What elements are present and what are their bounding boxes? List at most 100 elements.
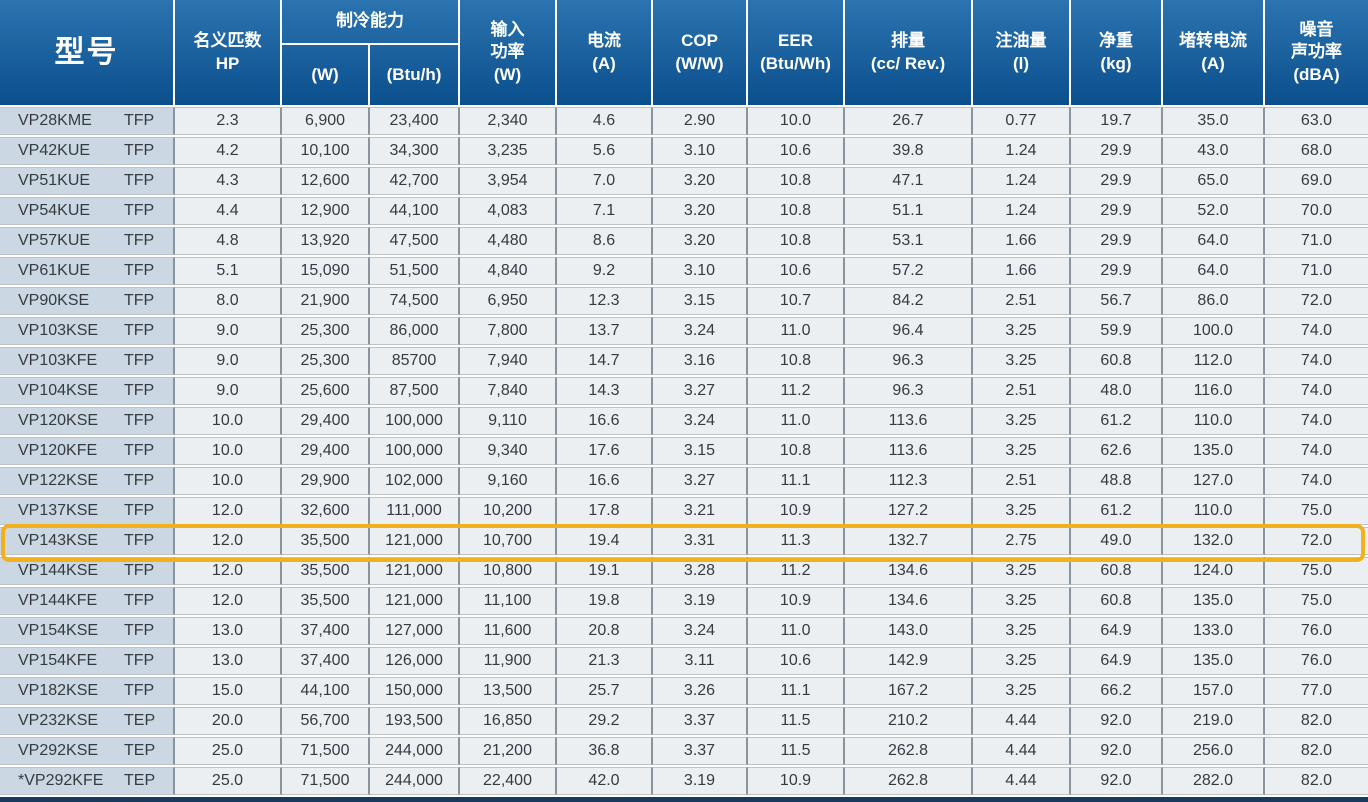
- table-row: VP54KUE TFP 4.4 12,900 44,100 4,083 7.1 3.20 10.…: [0, 197, 1368, 225]
- model-name: VP144KSE: [18, 562, 99, 579]
- cell-cop: 3.10: [653, 137, 748, 165]
- cell-displacement: 142.9: [845, 647, 973, 675]
- model-name: *VP292KFE: [18, 772, 104, 789]
- cell-net_weight: 60.8: [1071, 557, 1163, 585]
- cell-oil_charge: 4.44: [973, 767, 1071, 795]
- cell-cooling_w: 35,500: [282, 527, 370, 555]
- cell-displacement: 143.0: [845, 617, 973, 645]
- cell-locked_rotor_current: 35.0: [1163, 107, 1265, 135]
- cell-hp: 9.0: [175, 377, 282, 405]
- table-row: VP144KSE TFP 12.0 35,500 121,000 10,800 19.1 3.…: [0, 557, 1368, 585]
- cell-current: 36.8: [557, 737, 653, 765]
- cell-cop: 3.20: [653, 167, 748, 195]
- cell-oil_charge: 2.51: [973, 287, 1071, 315]
- cell-cop: 3.27: [653, 377, 748, 405]
- cell-hp: 9.0: [175, 317, 282, 345]
- model-cell: VP51KUE TFP: [0, 167, 175, 195]
- cell-eer: 10.6: [748, 257, 845, 285]
- cell-displacement: 167.2: [845, 677, 973, 705]
- cell-input_power: 7,940: [460, 347, 557, 375]
- cell-cooling_btu: 150,000: [370, 677, 460, 705]
- cell-hp: 15.0: [175, 677, 282, 705]
- cell-cooling_w: 37,400: [282, 647, 370, 675]
- cell-net_weight: 48.8: [1071, 467, 1163, 495]
- cell-hp: 4.3: [175, 167, 282, 195]
- cell-net_weight: 59.9: [1071, 317, 1163, 345]
- cell-noise_sound_power: 82.0: [1265, 707, 1368, 735]
- cell-oil_charge: 4.44: [973, 737, 1071, 765]
- cell-noise_sound_power: 71.0: [1265, 227, 1368, 255]
- cell-hp: 8.0: [175, 287, 282, 315]
- cell-locked_rotor_current: 86.0: [1163, 287, 1265, 315]
- cell-oil_charge: 2.75: [973, 527, 1071, 555]
- cell-cooling_w: 37,400: [282, 617, 370, 645]
- cell-oil_charge: 3.25: [973, 617, 1071, 645]
- table-row: VP143KSE TFP 12.0 35,500 121,000 10,700 19.4 3.…: [0, 527, 1368, 555]
- cell-net_weight: 48.0: [1071, 377, 1163, 405]
- model-name: VP103KSE: [18, 322, 99, 339]
- cell-net_weight: 29.9: [1071, 197, 1163, 225]
- cell-locked_rotor_current: 124.0: [1163, 557, 1265, 585]
- cell-locked_rotor_current: 52.0: [1163, 197, 1265, 225]
- cell-cooling_btu: 47,500: [370, 227, 460, 255]
- cell-noise_sound_power: 74.0: [1265, 437, 1368, 465]
- col-header-current: 电流 (A): [557, 0, 653, 105]
- cell-cooling_w: 25,300: [282, 317, 370, 345]
- cell-eer: 10.8: [748, 167, 845, 195]
- cell-oil_charge: 3.25: [973, 347, 1071, 375]
- cell-net_weight: 56.7: [1071, 287, 1163, 315]
- cell-displacement: 210.2: [845, 707, 973, 735]
- cell-current: 42.0: [557, 767, 653, 795]
- motor-type: TFP: [124, 232, 155, 249]
- cell-hp: 10.0: [175, 407, 282, 435]
- cell-input_power: 22,400: [460, 767, 557, 795]
- model-name: VP154KFE: [18, 652, 98, 669]
- cell-cop: 3.24: [653, 617, 748, 645]
- bottom-edge: [0, 797, 1368, 802]
- cell-current: 19.1: [557, 557, 653, 585]
- cell-noise_sound_power: 76.0: [1265, 647, 1368, 675]
- cell-cooling_btu: 100,000: [370, 437, 460, 465]
- motor-type: TFP: [124, 652, 155, 669]
- table-body: VP28KME TFP 2.3 6,900 23,400 2,340 4.6 2.90 10.0…: [0, 107, 1368, 795]
- cell-noise_sound_power: 77.0: [1265, 677, 1368, 705]
- cell-cop: 3.24: [653, 407, 748, 435]
- cell-oil_charge: 3.25: [973, 317, 1071, 345]
- cell-cooling_btu: 85700: [370, 347, 460, 375]
- cell-eer: 11.1: [748, 467, 845, 495]
- cell-cop: 3.15: [653, 287, 748, 315]
- cell-oil_charge: 2.51: [973, 377, 1071, 405]
- motor-type: TFP: [124, 262, 155, 279]
- cell-net_weight: 66.2: [1071, 677, 1163, 705]
- cell-oil_charge: 4.44: [973, 707, 1071, 735]
- cell-hp: 4.4: [175, 197, 282, 225]
- cell-cooling_w: 44,100: [282, 677, 370, 705]
- motor-type: TFP: [124, 442, 155, 459]
- cell-current: 19.8: [557, 587, 653, 615]
- cell-hp: 12.0: [175, 587, 282, 615]
- motor-type: TFP: [124, 322, 155, 339]
- cell-cooling_w: 29,400: [282, 437, 370, 465]
- cell-locked_rotor_current: 157.0: [1163, 677, 1265, 705]
- cell-cop: 3.28: [653, 557, 748, 585]
- col-header-cooling-capacity: 制冷能力: [282, 0, 460, 43]
- cell-noise_sound_power: 82.0: [1265, 767, 1368, 795]
- cell-cop: 3.37: [653, 737, 748, 765]
- cell-eer: 10.8: [748, 197, 845, 225]
- cell-cooling_w: 13,920: [282, 227, 370, 255]
- model-name: VP103KFE: [18, 352, 98, 369]
- model-cell: VP28KME TFP: [0, 107, 175, 135]
- cell-locked_rotor_current: 110.0: [1163, 497, 1265, 525]
- cell-eer: 11.0: [748, 617, 845, 645]
- motor-type: TFP: [124, 412, 155, 429]
- cell-current: 29.2: [557, 707, 653, 735]
- motor-type: TEP: [124, 712, 156, 729]
- cell-current: 7.0: [557, 167, 653, 195]
- cell-cop: 3.19: [653, 767, 748, 795]
- cell-oil_charge: 3.25: [973, 647, 1071, 675]
- cell-noise_sound_power: 74.0: [1265, 467, 1368, 495]
- cell-eer: 10.0: [748, 107, 845, 135]
- model-name: VP120KFE: [18, 442, 98, 459]
- cell-eer: 10.8: [748, 347, 845, 375]
- model-cell: VP144KFE TFP: [0, 587, 175, 615]
